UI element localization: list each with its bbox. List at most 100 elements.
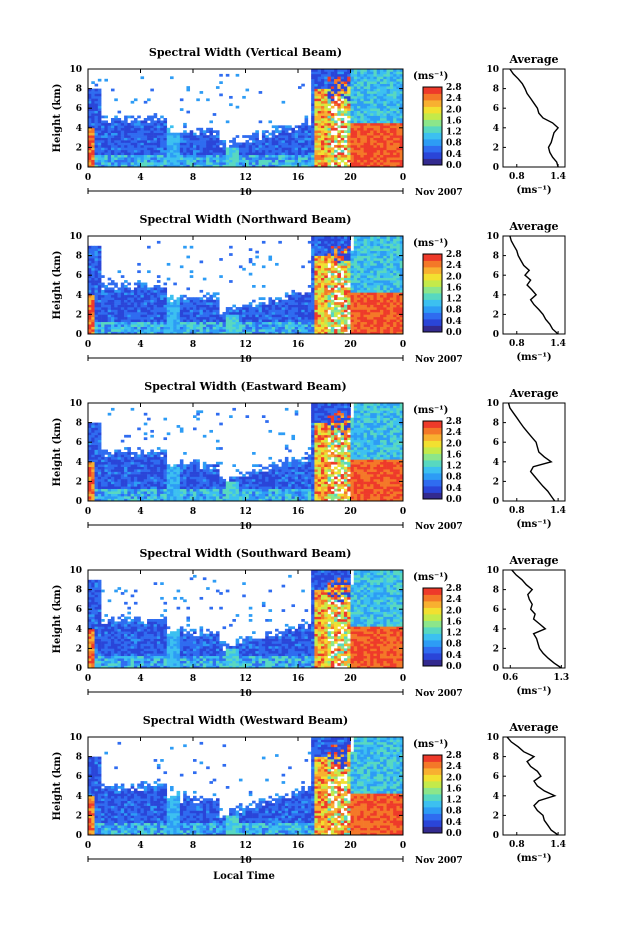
heatmap-cell xyxy=(317,142,322,146)
heatmap-cell xyxy=(222,326,227,330)
heatmap-cell xyxy=(399,304,404,308)
heatmap-cell xyxy=(110,456,115,460)
heatmap-cell xyxy=(340,277,345,281)
heatmap-cell xyxy=(186,302,191,305)
heatmap-cell xyxy=(196,304,200,308)
heatmap-cell xyxy=(248,147,253,151)
heatmap-cell xyxy=(114,122,118,126)
heatmap-cell xyxy=(88,309,92,313)
heatmap-cell xyxy=(222,164,227,168)
heatmap-cell xyxy=(101,309,105,313)
heatmap-cell xyxy=(94,454,99,458)
colorbar-segment xyxy=(423,113,442,120)
heatmap-cell xyxy=(114,282,118,286)
heatmap-cell xyxy=(334,91,338,94)
heatmap-cell xyxy=(271,135,276,138)
heatmap-cell xyxy=(386,162,391,165)
heatmap-cell xyxy=(324,326,328,330)
heatmap-cell xyxy=(357,243,361,247)
heatmap-cell xyxy=(353,326,358,330)
heatmap-cell xyxy=(255,329,259,332)
colorbar-tick-label: 0.0 xyxy=(446,161,462,171)
heatmap-cell xyxy=(143,120,148,124)
heatmap-cell xyxy=(301,149,305,153)
heatmap-cell xyxy=(268,255,273,259)
heatmap-cell xyxy=(91,427,95,431)
heatmap-cell xyxy=(347,69,351,72)
heatmap-cell xyxy=(389,287,394,291)
heatmap-cell xyxy=(117,496,122,499)
heatmap-cell xyxy=(343,292,348,296)
heatmap-cell xyxy=(301,157,305,160)
heatmap-cell xyxy=(396,277,401,281)
heatmap-cell xyxy=(357,159,361,163)
heatmap-cell xyxy=(399,248,404,251)
heatmap-cell xyxy=(91,488,95,492)
heatmap-cell xyxy=(212,152,217,156)
heatmap-cell xyxy=(248,302,253,305)
heatmap-cell xyxy=(353,115,358,119)
heatmap-cell xyxy=(212,314,217,318)
heatmap-cell xyxy=(294,331,299,335)
heatmap-cell xyxy=(232,311,236,315)
heatmap-cell xyxy=(311,83,315,87)
heatmap-cell xyxy=(97,425,102,428)
heatmap-cell xyxy=(242,147,246,151)
heatmap-cell xyxy=(307,304,312,308)
heatmap-cell xyxy=(350,115,355,119)
heatmap-cell xyxy=(94,429,99,433)
heatmap-cell xyxy=(337,316,341,320)
heatmap-cell xyxy=(317,297,322,300)
heatmap-cell xyxy=(320,270,325,274)
heatmap-cell xyxy=(137,157,141,160)
heatmap-cell xyxy=(196,307,200,310)
heatmap-cell xyxy=(229,147,233,151)
heatmap-cell xyxy=(209,149,213,153)
heatmap-cell xyxy=(193,314,197,318)
heatmap-cell xyxy=(370,76,374,80)
heatmap-cell xyxy=(225,319,230,323)
heatmap-cell xyxy=(357,265,361,269)
heatmap-cell xyxy=(101,159,105,163)
heatmap-cell xyxy=(281,159,286,163)
heatmap-cell xyxy=(229,245,233,249)
heatmap-cell xyxy=(127,152,131,156)
heatmap-cell xyxy=(255,309,259,313)
heatmap-cell xyxy=(91,103,95,107)
heatmap-cell xyxy=(317,144,322,148)
heatmap-cell xyxy=(124,127,128,131)
heatmap-cell xyxy=(278,307,282,310)
heatmap-cell xyxy=(383,125,387,129)
heatmap-cell xyxy=(153,309,158,313)
heatmap-cell xyxy=(94,140,99,143)
heatmap-cell xyxy=(235,162,240,165)
heatmap-cell xyxy=(376,262,381,266)
heatmap-cell xyxy=(166,127,171,131)
heatmap-cell xyxy=(143,144,148,148)
heatmap-cell xyxy=(219,331,223,335)
heatmap-cell xyxy=(97,324,102,327)
heatmap-cell xyxy=(298,311,302,315)
heatmap-cell xyxy=(380,238,384,242)
heatmap-cell xyxy=(255,326,259,330)
heatmap-cell xyxy=(248,142,253,146)
heatmap-cell xyxy=(353,91,358,94)
heatmap-cell xyxy=(350,144,355,148)
heatmap-cell xyxy=(94,476,99,480)
heatmap-cell xyxy=(222,314,227,318)
heatmap-cell xyxy=(91,466,95,470)
heatmap-cell xyxy=(94,103,99,107)
heatmap-cell xyxy=(117,493,122,497)
heatmap-cell xyxy=(110,132,115,136)
heatmap-cell xyxy=(363,110,368,114)
heatmap-cell xyxy=(373,115,378,119)
heatmap-cell xyxy=(343,88,348,92)
heatmap-cell xyxy=(327,108,332,111)
heatmap-cell xyxy=(350,76,355,80)
heatmap-cell xyxy=(399,86,404,89)
heatmap-cell xyxy=(248,319,253,323)
heatmap-cell xyxy=(156,287,161,291)
heatmap-cell xyxy=(160,157,164,160)
heatmap-cell xyxy=(245,314,250,318)
heatmap-cell xyxy=(360,265,364,269)
